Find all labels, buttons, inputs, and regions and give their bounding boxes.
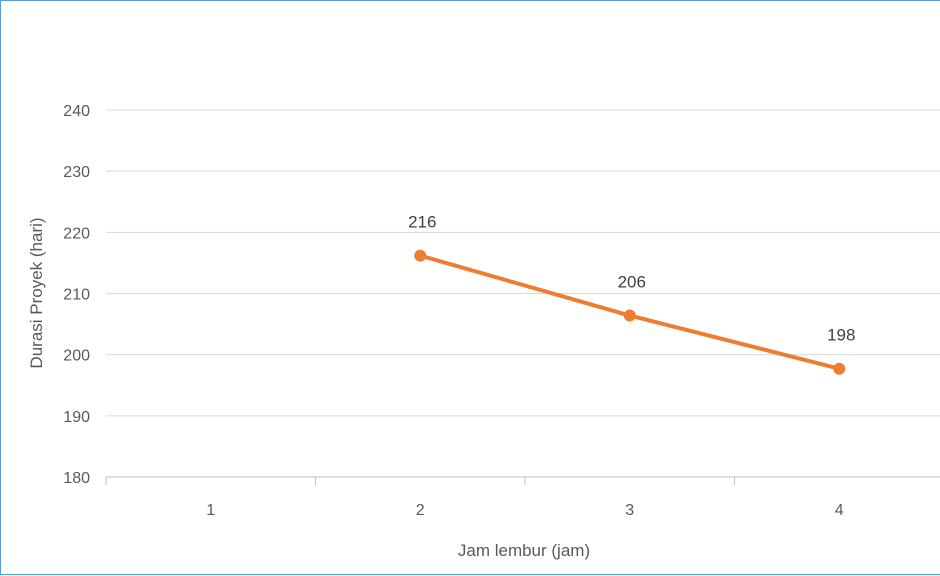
y-tick-label: 220 [63, 225, 90, 242]
data-point [414, 249, 427, 262]
y-tick-labels: 180 190 200 210 220 230 240 [63, 103, 90, 487]
gridlines [106, 109, 940, 417]
y-tick-label: 210 [63, 287, 90, 304]
x-tick-label: 2 [416, 502, 425, 519]
x-axis-title: Jam lembur (jam) [458, 541, 590, 560]
data-point [623, 309, 636, 322]
y-tick-label: 180 [63, 470, 90, 487]
y-tick-label: 240 [63, 103, 90, 120]
series [414, 249, 846, 375]
x-tick-label: 1 [206, 502, 215, 519]
y-tick-label: 200 [63, 348, 90, 365]
y-tick-label: 190 [63, 409, 90, 426]
data-labels: 216 206 198 [408, 213, 855, 345]
data-point [833, 362, 846, 375]
axes [105, 476, 940, 485]
x-tick-label: 3 [625, 502, 634, 519]
y-tick-label: 230 [63, 164, 90, 181]
data-label: 206 [618, 273, 646, 292]
x-tick-labels: 1 2 3 4 [206, 502, 844, 519]
x-tick-label: 4 [835, 502, 844, 519]
data-label: 198 [827, 326, 855, 345]
y-axis-title: Durasi Proyek (hari) [27, 217, 46, 368]
data-label: 216 [408, 213, 436, 232]
